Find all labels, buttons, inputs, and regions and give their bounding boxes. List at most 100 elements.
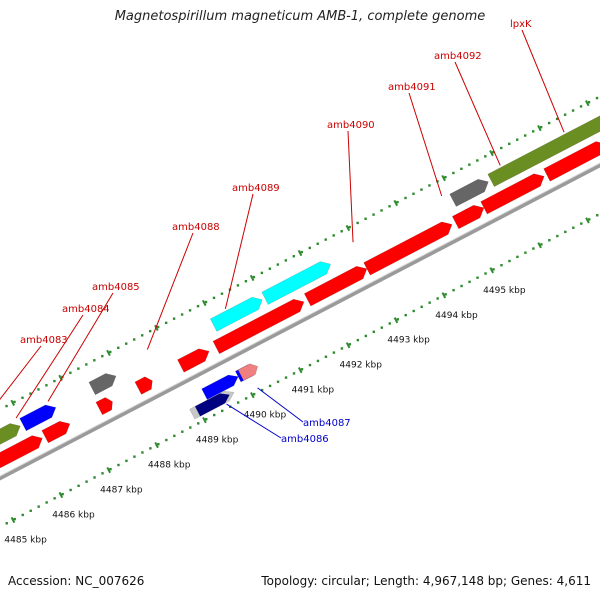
inner-ruler-dot — [364, 334, 368, 338]
outer-ruler-dot — [252, 275, 256, 279]
inner-ruler-dot — [556, 234, 559, 238]
outer-ruler-dot — [212, 296, 216, 300]
gene-label-leader — [146, 232, 194, 350]
inner-ruler-dot — [21, 513, 24, 517]
outer-ruler-dot — [531, 130, 535, 133]
outer-ruler-dot — [276, 263, 280, 266]
outer-ruler-dot — [516, 138, 519, 141]
outer-ruler-dot — [284, 259, 288, 262]
gene-arrow — [201, 374, 239, 400]
scale-tick-label: 4492 kbp — [340, 361, 383, 371]
inner-ruler-dot — [85, 480, 88, 483]
outer-ruler-dot — [508, 142, 511, 146]
scale-tick-label: 4486 kbp — [52, 511, 95, 521]
inner-ruler-dot — [420, 305, 423, 309]
inner-ruler-dot — [117, 463, 120, 467]
gene-label: amb4085 — [92, 282, 140, 293]
outer-ruler-dot — [85, 363, 88, 366]
inner-ruler-dot — [101, 472, 104, 475]
inner-ruler-dot — [197, 422, 200, 425]
outer-major-tick — [393, 199, 399, 207]
inner-major-tick — [441, 292, 447, 299]
gene-label: amb4091 — [388, 82, 436, 93]
accession-label: Accession: NC_007626 — [8, 574, 145, 588]
inner-major-tick — [58, 491, 64, 499]
outer-ruler-dot — [428, 184, 431, 187]
outer-major-tick — [10, 399, 16, 406]
inner-major-tick — [489, 267, 495, 274]
outer-ruler-dot — [380, 209, 383, 212]
gene-arrow — [209, 296, 263, 332]
inner-ruler-dot — [37, 505, 40, 508]
outer-ruler-dot — [140, 334, 144, 337]
gene-arrow — [212, 298, 305, 355]
inner-ruler-dot — [332, 351, 336, 354]
inner-ruler-dot — [125, 459, 128, 463]
inner-ruler-dot — [205, 418, 208, 421]
inner-ruler-dot — [268, 384, 272, 388]
outer-major-tick — [106, 349, 111, 357]
scale-tick-label: 4495 kbp — [483, 286, 526, 296]
inner-ruler-dot — [316, 359, 320, 363]
inner-ruler-dot — [236, 401, 240, 404]
outer-ruler-dot — [476, 159, 479, 162]
outer-ruler-dot — [523, 134, 527, 137]
inner-ruler-dot — [492, 268, 495, 271]
inner-ruler-dot — [77, 484, 80, 488]
outer-major-tick — [584, 100, 590, 107]
outer-ruler-dot — [172, 317, 176, 320]
inner-ruler-dot — [276, 380, 280, 383]
outer-ruler-dot — [220, 292, 224, 295]
inner-ruler-dot — [29, 509, 32, 512]
genome-backbone-highlight — [0, 162, 600, 477]
inner-ruler-dot — [380, 326, 383, 329]
inner-ruler-dot — [436, 297, 439, 300]
gene-arrow — [41, 420, 71, 444]
outer-ruler-dot — [188, 309, 192, 312]
genome-backbone — [0, 163, 600, 481]
outer-ruler-dot — [156, 325, 160, 329]
outer-major-tick — [441, 174, 446, 182]
inner-major-tick — [154, 441, 159, 449]
inner-ruler-dot — [292, 372, 296, 375]
outer-ruler-dot — [332, 234, 335, 237]
inner-ruler-dot — [53, 497, 56, 500]
inner-ruler-dot — [221, 409, 224, 413]
outer-ruler-dot — [117, 346, 120, 350]
outer-ruler-dot — [460, 167, 463, 171]
inner-ruler-dot — [396, 318, 399, 321]
inner-ruler-dot — [213, 413, 216, 417]
inner-ruler-dot — [5, 522, 8, 525]
inner-ruler-dot — [181, 430, 184, 433]
outer-ruler-dot — [292, 255, 295, 258]
scale-tick-label: 4488 kbp — [148, 461, 191, 471]
outer-ruler-dot — [595, 96, 599, 100]
outer-ruler-dot — [563, 113, 567, 116]
outer-major-tick — [489, 149, 494, 157]
gene-label-leader — [408, 92, 443, 197]
outer-major-tick — [154, 324, 159, 332]
outer-ruler-dot — [364, 217, 367, 220]
inner-ruler-dot — [516, 255, 519, 259]
outer-ruler-dot — [412, 192, 415, 195]
gene-label-leader — [347, 130, 354, 243]
inner-ruler-dot — [300, 368, 304, 371]
inner-ruler-dot — [149, 447, 152, 450]
outer-ruler-dot — [396, 200, 399, 204]
scale-tick-label: 4490 kbp — [244, 411, 287, 421]
inner-ruler-dot — [428, 301, 431, 304]
gene-arrow — [543, 141, 600, 182]
gene-label-leader — [521, 29, 565, 133]
inner-ruler-dot — [260, 388, 264, 392]
outer-ruler-dot — [45, 384, 48, 387]
outer-ruler-dot — [539, 126, 543, 129]
outer-ruler-dot — [484, 155, 487, 158]
inner-ruler-dot — [157, 442, 160, 446]
outer-ruler-dot — [444, 175, 447, 179]
outer-ruler-dot — [308, 246, 311, 250]
outer-ruler-dot — [204, 300, 208, 304]
gene-label-leader — [454, 61, 501, 166]
outer-ruler-dot — [77, 367, 80, 370]
inner-ruler-dot — [189, 426, 192, 429]
